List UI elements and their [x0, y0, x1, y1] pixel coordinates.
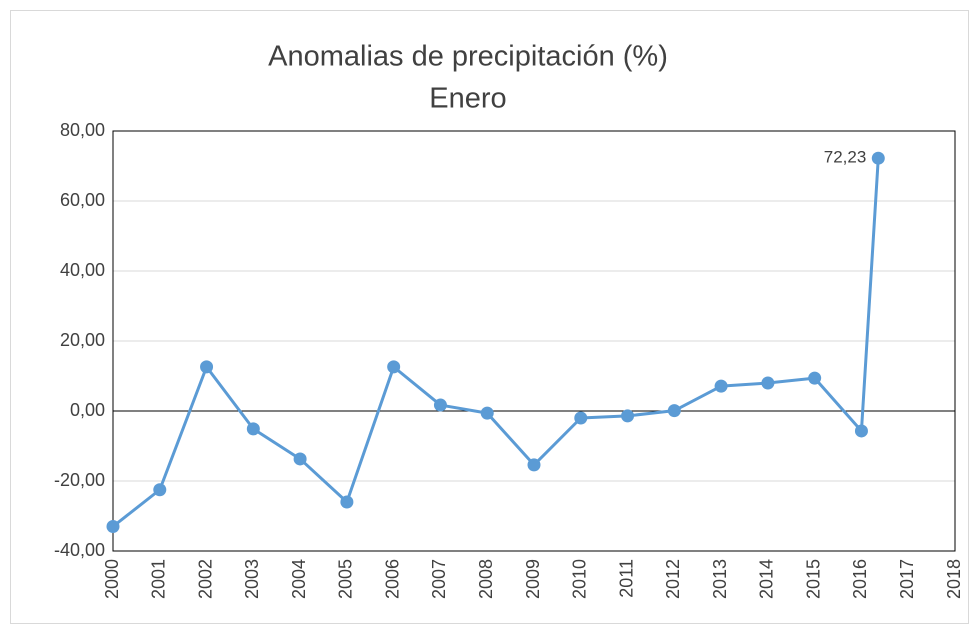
y-tick-label: 40,00 [60, 260, 105, 280]
y-tick-label: -40,00 [54, 540, 105, 560]
x-tick-label: 2008 [476, 559, 496, 599]
data-label: 72,23 [824, 148, 867, 167]
x-tick-label: 2002 [195, 559, 215, 599]
point [808, 371, 822, 385]
y-tick-label: 0,00 [70, 400, 105, 420]
point [854, 424, 868, 438]
point [340, 495, 354, 509]
y-tick-label: 60,00 [60, 190, 105, 210]
point [200, 360, 214, 374]
x-tick-label: 2017 [897, 559, 917, 599]
chart-subtitle: Enero [429, 83, 506, 115]
point [761, 376, 775, 390]
x-tick-label: 2016 [850, 559, 870, 599]
x-tick-label: 2000 [102, 559, 122, 599]
point [387, 360, 401, 374]
x-tick-label: 2010 [570, 559, 590, 599]
x-tick-label: 2011 [616, 559, 636, 598]
point [153, 483, 167, 497]
point [574, 411, 588, 425]
point [246, 422, 260, 436]
x-tick-label: 2012 [663, 559, 683, 599]
x-tick-label: 2005 [336, 559, 356, 599]
x-tick-label: 2001 [149, 559, 169, 599]
x-tick-label: 2013 [710, 559, 730, 599]
chart-frame [10, 10, 969, 624]
x-tick-label: 2009 [523, 559, 543, 599]
x-tick-label: 2018 [944, 559, 964, 599]
x-tick-label: 2014 [757, 559, 777, 599]
point [667, 404, 681, 418]
point [621, 409, 635, 423]
chart-title: Anomalias de precipitación (%) [268, 41, 668, 73]
x-tick-label: 2003 [242, 559, 262, 599]
y-tick-label: -20,00 [54, 470, 105, 490]
point [527, 458, 541, 472]
y-tick-label: 80,00 [60, 120, 105, 140]
point [714, 379, 728, 393]
x-tick-label: 2004 [289, 559, 309, 599]
x-tick-label: 2015 [803, 559, 823, 599]
point [433, 398, 447, 412]
x-tick-label: 2007 [429, 559, 449, 599]
x-tick-label: 2006 [382, 559, 402, 599]
point [293, 452, 307, 466]
plot-frame [112, 130, 956, 552]
point [871, 151, 885, 165]
point [480, 406, 494, 420]
y-tick-label: 20,00 [60, 330, 105, 350]
point [106, 520, 120, 533]
series-line [112, 158, 880, 528]
